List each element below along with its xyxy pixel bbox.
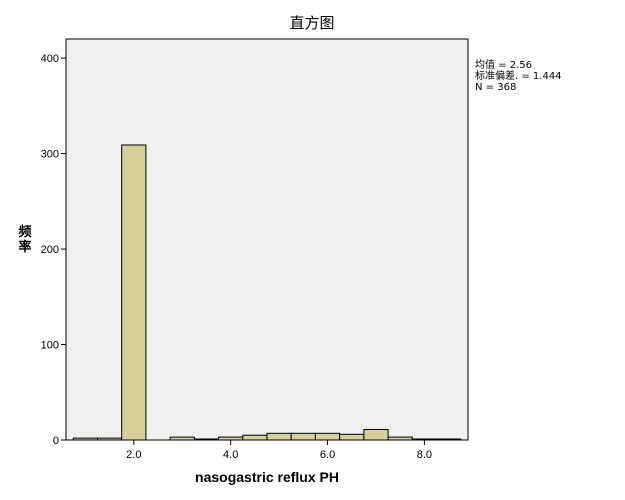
- y-tick-label: 300: [41, 149, 59, 161]
- x-tick-label: 8.0: [417, 449, 432, 461]
- stat-mean: 均值 = 2.56: [475, 58, 532, 71]
- histogram-bar: [339, 433, 365, 441]
- y-axis: 0 100 200 300 400: [41, 53, 66, 447]
- histogram-bar: [169, 436, 195, 441]
- y-tick-label: 100: [41, 340, 59, 352]
- x-axis-label: nasogastric reflux PH: [195, 469, 339, 485]
- histogram-bar: [363, 429, 389, 441]
- histogram-bar: [290, 432, 316, 441]
- histogram-bar: [314, 432, 341, 441]
- histogram-bar: [436, 438, 462, 441]
- bars-group: [72, 144, 462, 441]
- y-axis-label: 频率: [18, 224, 31, 255]
- histogram-bar: [242, 434, 268, 441]
- histogram-bar: [121, 144, 147, 441]
- stat-sd: 标准偏差. = 1.444: [475, 69, 562, 82]
- x-axis: 2.0 4.0 6.0 8.0: [126, 440, 432, 461]
- chart-title: 直方图: [289, 14, 334, 32]
- x-tick-label: 4.0: [223, 449, 238, 461]
- histogram-bar: [97, 437, 123, 441]
- histogram-bar: [72, 437, 99, 441]
- histogram-bar: [266, 432, 292, 441]
- histogram-bar: [387, 436, 413, 441]
- y-tick-label: 400: [41, 53, 59, 65]
- stat-n: N = 368: [475, 82, 516, 93]
- x-tick-label: 2.0: [126, 449, 141, 461]
- histogram-bar: [193, 438, 220, 441]
- x-tick-label: 6.0: [320, 449, 335, 461]
- stats-box: 均值 = 2.56 标准偏差. = 1.444 N = 368: [475, 58, 562, 93]
- histogram-bar: [218, 436, 244, 441]
- histogram-bar: [411, 438, 437, 441]
- y-tick-label: 200: [41, 244, 59, 256]
- y-tick-label: 0: [53, 435, 59, 447]
